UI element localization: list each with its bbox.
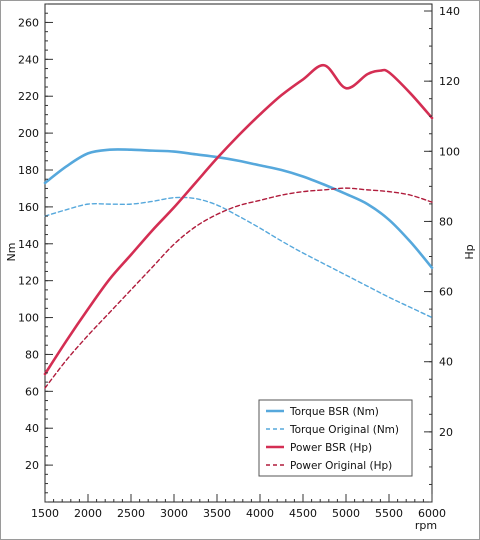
y-left-tick-label: 140 [18,238,39,251]
legend-label-2: Torque Original (Nm) [289,424,399,436]
x-tick-label: 2000 [74,507,102,520]
y-left-tick-label: 160 [18,201,39,214]
y-left-tick-label: 40 [25,422,39,435]
series-line-1 [43,148,434,270]
x-tick-label: 6000 [418,507,446,520]
x-tick-label: 5000 [332,507,360,520]
y-right-tick-label: 80 [439,215,453,228]
x-tick-label: 3000 [160,507,188,520]
series-line-3 [43,64,434,376]
legend: Torque BSR (Nm) Torque Original (Nm) Power… [258,399,413,477]
series-line-4 [44,187,433,389]
legend-label-1: Torque BSR (Nm) [289,406,379,418]
y-right-tick-label: 120 [439,75,460,88]
x-tick-label: 5500 [375,507,403,520]
y-axis-label-left: Nm [5,243,18,262]
y-left-tick-label: 180 [18,164,39,177]
y-right-tick-label: 40 [439,356,453,369]
y-left-tick-label: 60 [25,385,39,398]
x-tick-label: 4000 [246,507,274,520]
y-left-tick-label: 120 [18,275,39,288]
series-line-2 [44,196,433,319]
y-right-tick-label: 60 [439,286,453,299]
x-tick-label: 3500 [203,507,231,520]
x-tick-label: 1500 [31,507,59,520]
x-tick-label: 2500 [117,507,145,520]
y-left-tick-label: 20 [25,459,39,472]
legend-box [258,399,413,477]
y-left-tick-label: 220 [18,90,39,103]
y-left-tick-label: 200 [18,127,39,140]
y-left-tick-label: 260 [18,16,39,29]
legend-label-4: Power Original (Hp) [290,460,392,472]
y-axis-label-right: Hp [463,244,476,259]
y-left-tick-label: 100 [18,312,39,325]
y-right-tick-label: 140 [439,5,460,18]
x-tick-label: 4500 [289,507,317,520]
y-right-tick-label: 100 [439,145,460,158]
x-axis-label: rpm [415,519,437,532]
y-left-tick-label: 240 [18,53,39,66]
legend-label-3: Power BSR (Hp) [290,442,372,454]
y-left-tick-label: 80 [25,348,39,361]
y-right-tick-label: 20 [439,426,453,439]
